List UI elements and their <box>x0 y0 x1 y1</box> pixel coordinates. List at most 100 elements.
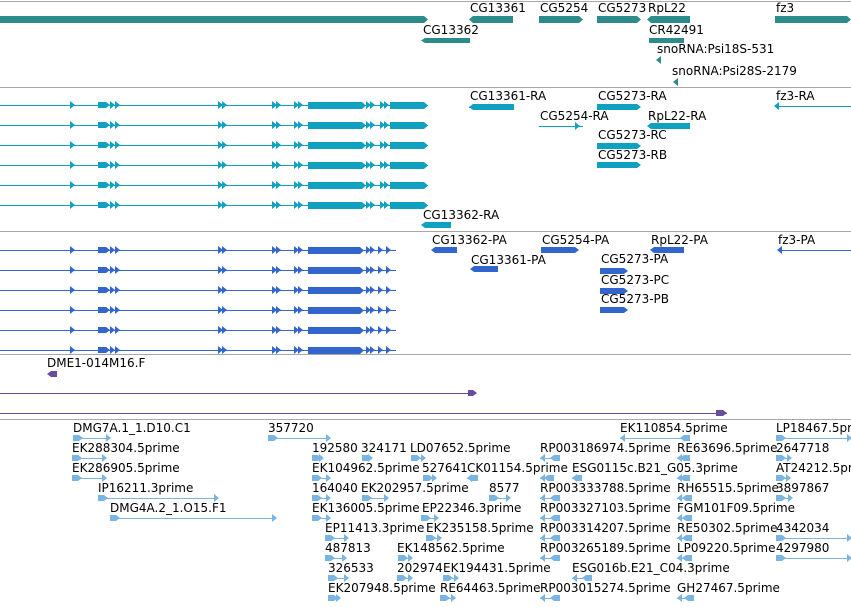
exon-arrow[interactable] <box>218 201 223 209</box>
est-block[interactable] <box>550 455 560 461</box>
exon-block-large[interactable] <box>308 202 366 209</box>
est-glyph[interactable] <box>421 454 426 462</box>
est-block[interactable] <box>680 455 690 461</box>
est-block[interactable] <box>443 575 453 581</box>
feature-label-ek288304-5prime[interactable]: EK288304.5prime <box>72 441 180 455</box>
feature-label-8577[interactable]: 8577 <box>489 481 520 495</box>
exon-arrow[interactable] <box>222 101 227 109</box>
protein-arrow[interactable] <box>370 286 375 294</box>
protein-arrow[interactable] <box>272 246 277 254</box>
est-block[interactable] <box>682 535 692 541</box>
protein-arrow[interactable] <box>370 306 375 314</box>
feature-label-487813[interactable]: 487813 <box>325 541 371 555</box>
est-glyph[interactable] <box>344 534 349 542</box>
est-block[interactable] <box>312 495 322 501</box>
protein-arrow[interactable] <box>70 306 75 314</box>
feature-label-lp09220-5prime[interactable]: LP09220.5prime <box>677 541 776 555</box>
gene-glyph-cr42491[interactable] <box>649 38 684 43</box>
feature-label-rp003186974-5prime[interactable]: RP003186974.5prime <box>540 441 671 455</box>
est-glyph[interactable] <box>677 454 682 462</box>
est-glyph[interactable] <box>620 434 625 442</box>
feature-label-ek207948-5prime[interactable]: EK207948.5prime <box>328 581 436 595</box>
exon-arrow[interactable] <box>272 161 277 169</box>
protein-block-large[interactable] <box>308 287 364 294</box>
feature-label-lp18467-5prime[interactable]: LP18467.5prime <box>776 421 851 435</box>
exon-arrow[interactable] <box>70 161 75 169</box>
feature-label-cg5254-pa[interactable]: CG5254-PA <box>542 233 610 247</box>
feature-label-snorna-psi18s-531[interactable]: snoRNA:Psi18S-531 <box>657 42 774 56</box>
exon-arrow[interactable] <box>110 201 115 209</box>
exon-arrow[interactable] <box>380 161 385 169</box>
exon-arrow[interactable] <box>298 121 303 129</box>
protein-arrow[interactable] <box>298 346 303 354</box>
est-block[interactable] <box>572 475 582 481</box>
exon-arrow[interactable] <box>384 121 389 129</box>
protein-arrow[interactable] <box>370 346 375 354</box>
exon-arrow[interactable] <box>222 201 227 209</box>
est-block[interactable] <box>325 535 335 541</box>
feature-label-357720[interactable]: 357720 <box>268 421 314 435</box>
est-block[interactable] <box>398 555 408 561</box>
est-block[interactable] <box>397 575 407 581</box>
exon-arrow[interactable] <box>380 181 385 189</box>
exon-arrow[interactable] <box>384 141 389 149</box>
est-glyph[interactable] <box>326 494 331 502</box>
est-block[interactable] <box>544 475 554 481</box>
exon-arrow[interactable] <box>70 201 75 209</box>
exon-arrow[interactable] <box>272 181 277 189</box>
transcript-glyph-rpl22-ra[interactable] <box>647 123 690 129</box>
exon-arrow[interactable] <box>110 121 115 129</box>
exon-arrow[interactable] <box>272 121 277 129</box>
feature-glyphs[interactable] <box>0 16 851 602</box>
est-block[interactable] <box>776 455 786 461</box>
est-block[interactable] <box>682 495 692 501</box>
gene-glyph-rpl22[interactable] <box>647 16 690 23</box>
feature-label-3897867[interactable]: 3897867 <box>776 481 829 495</box>
est-glyph[interactable] <box>847 554 851 562</box>
est-glyph[interactable] <box>540 554 545 562</box>
est-block[interactable] <box>110 515 120 521</box>
protein-arrow[interactable] <box>378 246 383 254</box>
protein-arrow[interactable] <box>378 346 383 354</box>
protein-arrow[interactable] <box>218 306 223 314</box>
est-glyph[interactable] <box>214 494 219 502</box>
exon-block[interactable] <box>390 142 428 149</box>
feature-label-202974[interactable]: 202974 <box>397 561 443 575</box>
feature-label-rh65515-5prime[interactable]: RH65515.5prime <box>677 481 779 495</box>
protein-arrow[interactable] <box>272 306 277 314</box>
est-glyph[interactable] <box>540 514 545 522</box>
est-block[interactable] <box>682 515 692 521</box>
protein-arrow[interactable] <box>110 326 115 334</box>
protein-glyph-cg5273-pc[interactable] <box>600 288 628 294</box>
exon-arrow[interactable] <box>384 201 389 209</box>
protein-arrow[interactable] <box>110 286 115 294</box>
est-block[interactable] <box>423 475 433 481</box>
protein-arrow[interactable] <box>298 286 303 294</box>
feature-label-cg5273-pc[interactable]: CG5273-PC <box>601 273 669 287</box>
est-glyph[interactable] <box>786 474 791 482</box>
est-block[interactable] <box>776 475 786 481</box>
protein-arrow[interactable] <box>294 346 299 354</box>
est-block[interactable] <box>550 495 560 501</box>
clone-end-1[interactable] <box>468 390 477 396</box>
exon-block[interactable] <box>98 182 110 188</box>
est-block[interactable] <box>411 455 421 461</box>
feature-label-re50302-5prime[interactable]: RE50302.5prime <box>677 521 778 535</box>
est-block[interactable] <box>426 535 436 541</box>
protein-glyph-cg5273-pa[interactable] <box>600 268 628 274</box>
exon-block[interactable] <box>390 102 428 109</box>
est-glyph[interactable] <box>272 514 277 522</box>
exon-block[interactable] <box>390 162 428 169</box>
exon-arrow[interactable] <box>380 201 385 209</box>
exon-arrow[interactable] <box>370 121 375 129</box>
protein-glyph-cg5273-pb[interactable] <box>600 307 628 313</box>
exon-arrow[interactable] <box>294 141 299 149</box>
est-glyph[interactable] <box>437 534 442 542</box>
protein-arrow[interactable] <box>386 306 391 314</box>
feature-label-ip16211-3prime[interactable]: IP16211.3prime <box>98 481 193 495</box>
exon-arrow[interactable] <box>218 161 223 169</box>
feature-label-ek194431-5prime[interactable]: EK194431.5prime <box>443 561 551 575</box>
protein-arrow[interactable] <box>70 326 75 334</box>
exon-block-large[interactable] <box>308 122 366 129</box>
protein-arrow[interactable] <box>272 286 277 294</box>
